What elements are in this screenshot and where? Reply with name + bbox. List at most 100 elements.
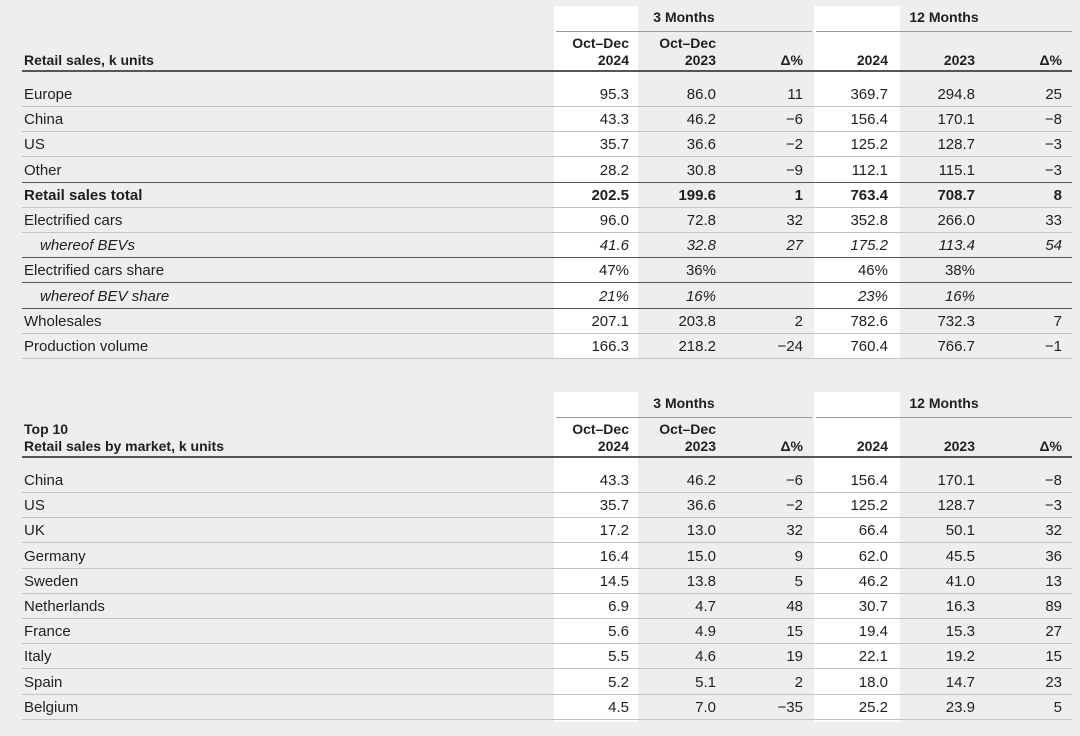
group-header-12-months: 12 Months — [816, 392, 1072, 418]
value-cell: 30.8 — [686, 161, 716, 179]
value-cell: −3 — [1044, 497, 1062, 515]
value-cell: 45.5 — [945, 547, 975, 565]
value-cell: 25 — [1045, 86, 1062, 103]
column-header: 2024 — [597, 52, 629, 68]
value-cell: 113.4 — [938, 237, 975, 255]
row-label: Production volume — [24, 338, 149, 355]
value-cell: −3 — [1044, 136, 1062, 154]
value-cell: 27 — [1045, 623, 1062, 641]
column-header: 2023 — [943, 52, 975, 68]
column-header: Δ% — [780, 438, 803, 454]
value-cell: 36.6 — [686, 497, 716, 515]
table-row: Electrified cars 96.0 72.8 32 352.8 266.0 33 — [22, 208, 1072, 233]
value-cell: 38% — [944, 262, 975, 280]
value-cell: 112.1 — [851, 161, 888, 179]
value-cell: 207.1 — [591, 312, 629, 330]
value-cell: 115.1 — [938, 161, 975, 179]
value-cell: 28.2 — [599, 161, 629, 179]
value-cell: 13.0 — [686, 522, 716, 540]
column-header: Oct–Dec — [659, 35, 716, 51]
value-cell: 27 — [786, 237, 803, 255]
value-cell: 166.3 — [591, 338, 629, 355]
value-cell: 32.8 — [686, 237, 716, 255]
value-cell: 17.2 — [599, 522, 629, 540]
value-cell: 4.6 — [695, 648, 716, 666]
column-header: 2024 — [856, 52, 888, 68]
value-cell: 156.4 — [850, 472, 888, 489]
value-cell: 36 — [1045, 547, 1062, 565]
highlight-column-bg — [554, 392, 638, 722]
value-cell: 30.7 — [858, 598, 888, 615]
value-cell: 4.9 — [695, 623, 716, 641]
row-label: whereof BEVs — [40, 237, 136, 255]
value-cell: 266.0 — [937, 212, 975, 229]
value-cell: 14.7 — [945, 673, 975, 691]
table-row: Spain 5.2 5.1 2 18.0 14.7 23 — [22, 670, 1072, 695]
table-row: Netherlands 6.9 4.7 48 30.7 16.3 89 — [22, 594, 1072, 619]
value-cell: 125.2 — [850, 136, 888, 154]
row-label: Electrified cars share — [24, 262, 165, 280]
value-cell: 36.6 — [686, 136, 716, 154]
value-cell: 48 — [786, 598, 803, 615]
value-cell: 8 — [1053, 186, 1062, 204]
value-cell: 5 — [794, 572, 803, 590]
value-cell: 1 — [794, 186, 803, 204]
value-cell: −35 — [777, 698, 803, 716]
value-cell: 203.8 — [678, 312, 716, 330]
table-row: Sweden 14.5 13.8 5 46.2 41.0 13 — [22, 569, 1072, 594]
value-cell: 156.4 — [850, 111, 888, 129]
group-header-3-months: 3 Months — [556, 392, 812, 418]
table-row: Belgium 4.5 7.0 −35 25.2 23.9 5 — [22, 695, 1072, 720]
group-header-12-months: 12 Months — [816, 6, 1072, 32]
table-row: Electrified cars share 47% 36% 46% 38% — [22, 258, 1072, 284]
row-label: Other — [24, 161, 62, 179]
column-header: Oct–Dec — [659, 421, 716, 437]
value-cell: 369.7 — [850, 86, 888, 103]
table-row: Wholesales 207.1 203.8 2 782.6 732.3 7 — [22, 309, 1072, 334]
row-label: UK — [24, 522, 45, 540]
value-cell: 5 — [1053, 698, 1062, 716]
header-divider — [22, 70, 1072, 72]
value-cell: 50.1 — [945, 522, 975, 540]
table-row: France 5.6 4.9 15 19.4 15.3 27 — [22, 619, 1072, 645]
table-row: US 35.7 36.6 −2 125.2 128.7 −3 — [22, 493, 1072, 519]
column-header: Δ% — [1039, 52, 1062, 68]
value-cell: 46.2 — [686, 472, 716, 489]
column-header: Oct–Dec — [572, 421, 629, 437]
value-cell: 32 — [1045, 522, 1062, 540]
value-cell: −1 — [1044, 338, 1062, 355]
value-cell: 46.2 — [858, 572, 888, 590]
value-cell: 782.6 — [850, 312, 888, 330]
value-cell: 16% — [685, 287, 716, 305]
value-cell: 19.2 — [945, 648, 975, 666]
value-cell: 43.3 — [599, 111, 629, 129]
value-cell: −6 — [785, 111, 803, 129]
value-cell: −9 — [785, 161, 803, 179]
value-cell: 25.2 — [858, 698, 888, 716]
value-cell: 708.7 — [937, 186, 975, 204]
value-cell: 15 — [786, 623, 803, 641]
value-cell: 5.6 — [608, 623, 629, 641]
value-cell: 13.8 — [686, 572, 716, 590]
value-cell: 128.7 — [937, 497, 975, 515]
table-row: China 43.3 46.2 −6 156.4 170.1 −8 — [22, 107, 1072, 133]
value-cell: 32 — [786, 212, 803, 229]
value-cell: 14.5 — [599, 572, 629, 590]
row-label: Europe — [24, 86, 73, 103]
value-cell: 96.0 — [599, 212, 629, 229]
value-cell: 35.7 — [599, 497, 629, 515]
column-header: Δ% — [1039, 438, 1062, 454]
value-cell: 47% — [598, 262, 629, 280]
value-cell: −8 — [1044, 472, 1062, 489]
row-label: Italy — [24, 648, 52, 666]
table-row: Europe 95.3 86.0 11 369.7 294.8 25 — [22, 82, 1072, 107]
row-label: Spain — [24, 673, 63, 691]
value-cell: 732.3 — [937, 312, 975, 330]
row-label: Wholesales — [24, 312, 102, 330]
value-cell: 41.6 — [599, 237, 629, 255]
value-cell: 36% — [685, 262, 716, 280]
value-cell: 16.3 — [945, 598, 975, 615]
row-label-header: Top 10 — [24, 421, 69, 437]
table-row: US 35.7 36.6 −2 125.2 128.7 −3 — [22, 132, 1072, 158]
value-cell: 89 — [1045, 598, 1062, 615]
